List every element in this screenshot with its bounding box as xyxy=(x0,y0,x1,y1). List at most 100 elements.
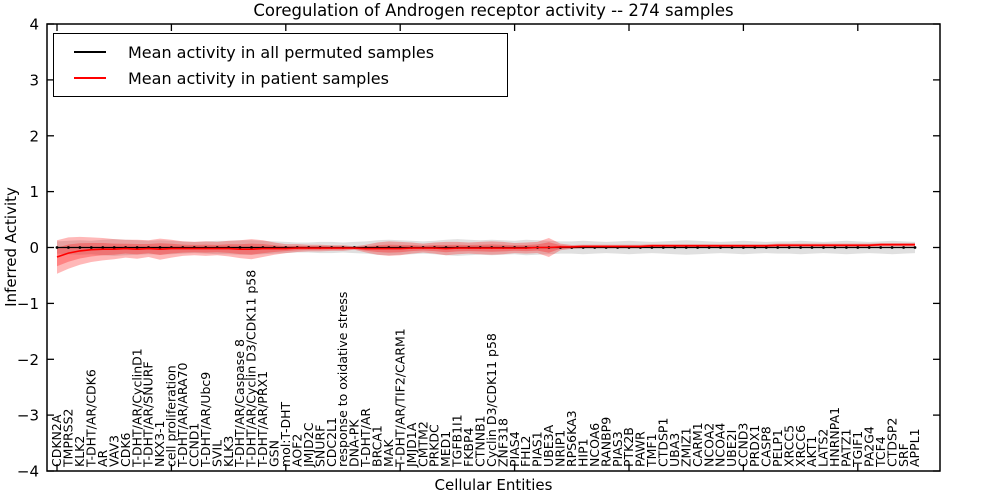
x-tick-label: T-DHT/AR/ARA70 xyxy=(175,362,190,468)
permuted-point-marker xyxy=(135,246,139,249)
chart-title: Coregulation of Androgen receptor activi… xyxy=(253,1,734,20)
x-tick-label: Cyclin D3/CDK11 p58 xyxy=(484,333,499,467)
y-tick-label: −1 xyxy=(17,295,39,313)
x-tick-label: SRF xyxy=(896,443,911,467)
legend: Mean activity in all permuted samples Me… xyxy=(53,33,508,97)
y-tick-label: 3 xyxy=(29,71,39,89)
x-tick-label: NRIP1 xyxy=(553,430,568,467)
x-tick-label: XRCC6 xyxy=(793,425,808,467)
y-tick-label: 1 xyxy=(29,183,39,201)
x-tick-label: CMTM2 xyxy=(415,421,430,467)
permuted-point-marker xyxy=(764,246,768,249)
x-tick-label: T-DHT/AR/SNURF xyxy=(141,361,156,468)
x-tick-label: SVIL xyxy=(209,440,224,467)
x-tick-label: AR xyxy=(95,449,110,467)
x-tick-label: cell proliferation xyxy=(164,365,179,467)
y-axis-label: Inferred Activity xyxy=(2,187,20,307)
permuted-point-marker xyxy=(89,246,93,249)
permuted-point-marker xyxy=(707,246,711,249)
x-tick-label: KLK2 xyxy=(72,436,87,467)
x-tick-label: mol:T-DHT xyxy=(278,401,293,467)
x-tick-label: LATS2 xyxy=(816,429,831,467)
y-tick-label: −2 xyxy=(17,351,39,369)
permuted-point-marker xyxy=(250,246,253,249)
x-tick-label: NCOA2 xyxy=(701,423,716,467)
permuted-point-marker xyxy=(78,246,82,249)
x-tick-label: PRKDC xyxy=(427,424,442,467)
permuted-point-marker xyxy=(661,246,665,249)
y-tick-label: −4 xyxy=(17,463,39,481)
x-tick-label: CDC2L1 xyxy=(324,417,339,467)
permuted-point-marker xyxy=(833,246,837,249)
y-tick-label: −3 xyxy=(17,407,39,425)
x-tick-label: NCOA4 xyxy=(713,423,728,467)
permuted-point-marker xyxy=(673,246,677,249)
legend-label-patient: Mean activity in patient samples xyxy=(128,68,389,88)
permuted-point-marker xyxy=(101,246,105,249)
x-tick-label: TMF1 xyxy=(644,433,659,468)
permuted-point-marker xyxy=(902,246,905,249)
x-tick-label: T-DHT/AR xyxy=(358,408,373,468)
x-tick-label: DNA-PK xyxy=(347,419,362,467)
x-tick-label: HNRNPA1 xyxy=(827,407,842,467)
x-tick-label: CARM1 xyxy=(690,422,705,467)
permuted-point-marker xyxy=(730,246,734,249)
x-tick-label: T-DHT/AR/Caspase 8 xyxy=(232,339,247,468)
patient-mean-line xyxy=(56,243,915,258)
x-tick-label: CTDSP2 xyxy=(884,418,899,467)
legend-label-permuted: Mean activity in all permuted samples xyxy=(128,42,435,62)
x-tick-label: FHL2 xyxy=(518,435,533,467)
x-tick-label: RANBP9 xyxy=(598,417,613,467)
x-tick-label: UBA3 xyxy=(667,433,682,467)
permuted-point-marker xyxy=(742,246,745,249)
x-tick-label: ZMIZ1 xyxy=(678,427,693,467)
x-tick-label: CCND3 xyxy=(736,423,751,467)
x-tick-label: CTNNB1 xyxy=(473,415,488,467)
x-tick-label: PIAS3 xyxy=(610,431,625,467)
x-tick-label: T-DHT/AR/CyclinD1 xyxy=(129,348,144,468)
permuted-point-marker xyxy=(799,246,802,249)
permuted-point-marker xyxy=(112,246,116,249)
permuted-point-marker xyxy=(822,246,825,249)
x-tick-label: T-DHT/AR/Ubc9 xyxy=(198,372,213,468)
permuted-point-marker xyxy=(913,246,917,249)
permuted-point-marker xyxy=(867,246,871,249)
x-tick-label: CASP8 xyxy=(759,426,774,467)
x-tick-label: HIP1 xyxy=(575,438,590,467)
x-tick-label: NKX3-1 xyxy=(152,420,167,467)
permuted-point-marker xyxy=(684,246,688,249)
permuted-point-marker xyxy=(719,246,722,249)
permuted-point-marker xyxy=(845,246,848,249)
permuted-point-marker xyxy=(856,246,860,249)
x-tick-label: XRCC5 xyxy=(781,425,796,467)
x-tick-label: CDK6 xyxy=(118,432,133,467)
x-tick-label: PATZ1 xyxy=(839,429,854,467)
x-tick-label: AKT1 xyxy=(804,436,819,467)
x-tick-label: PRDX1 xyxy=(747,425,762,467)
x-tick-label: CDKN2A xyxy=(49,414,64,467)
x-tick-label: PAWR xyxy=(633,431,648,467)
x-tick-label: NCOA6 xyxy=(587,423,602,467)
x-tick-label: JMJD1A xyxy=(404,422,419,468)
permuted-point-marker xyxy=(238,246,242,249)
x-tick-label: ZNF318 xyxy=(495,418,510,467)
x-tick-label: GSN xyxy=(267,440,282,467)
x-tick-label: BRCA1 xyxy=(370,425,385,467)
x-tick-label: PIAS1 xyxy=(530,431,545,467)
permuted-point-marker xyxy=(753,246,757,249)
permuted-point-marker xyxy=(787,246,791,249)
permuted-point-marker xyxy=(67,246,70,249)
y-tick-label: 0 xyxy=(29,239,39,257)
x-tick-label: APPL1 xyxy=(907,428,922,467)
x-tick-label: KLK3 xyxy=(221,436,236,467)
x-tick-label: TCF4 xyxy=(873,436,888,468)
x-tick-label: SNURF xyxy=(312,425,327,467)
permuted-point-marker xyxy=(650,246,654,249)
x-tick-label: VAV3 xyxy=(106,435,121,467)
permuted-line-sample-icon xyxy=(74,51,106,53)
y-tick-label: 4 xyxy=(29,16,39,34)
x-tick-label: T-DHT/AR/Cyclin D3/CDK11 p58 xyxy=(244,270,259,468)
x-tick-label: T-DHT/AR/TIF2/CARM1 xyxy=(392,328,407,468)
